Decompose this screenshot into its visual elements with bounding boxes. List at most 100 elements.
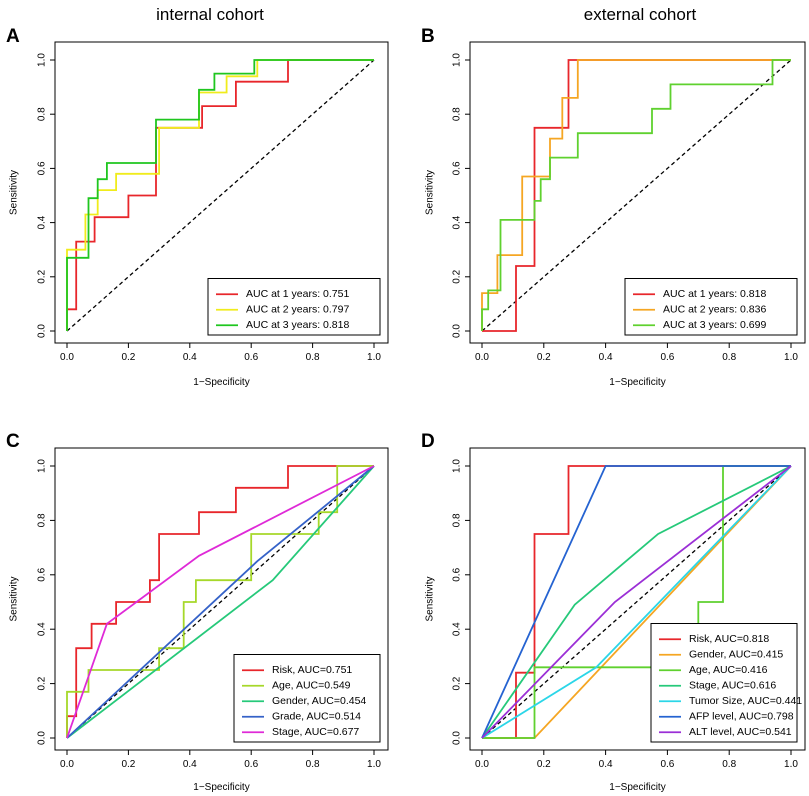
y-tick-label: 0.4 <box>452 622 463 636</box>
y-tick-label: 0.6 <box>37 161 48 175</box>
panel-label-b: B <box>421 26 435 47</box>
roc-curve-p2-1 <box>66 465 374 738</box>
y-tick-label: 0.6 <box>37 567 48 581</box>
y-tick-label: 0.4 <box>37 622 48 636</box>
x-tick-label: 0.0 <box>475 352 489 363</box>
legend-label: Grade, AUC=0.514 <box>272 711 361 723</box>
x-tick-label: 0.4 <box>183 352 197 363</box>
reference-diagonal <box>481 59 792 332</box>
legend-label: Age, AUC=0.416 <box>689 664 768 676</box>
plot-frame-p0 <box>54 41 389 344</box>
x-tick-label: 0.4 <box>599 352 613 363</box>
y-tick-label: 1.0 <box>37 53 48 67</box>
roc-curve-p0-0 <box>66 59 374 331</box>
legend-label: AUC at 1 years: 0.818 <box>663 288 766 300</box>
x-tick-label: 0.4 <box>183 759 197 770</box>
y-tick-label: 0.8 <box>37 107 48 121</box>
legend-label: AUC at 1 years: 0.751 <box>246 288 349 300</box>
y-tick-label: 0.8 <box>452 107 463 121</box>
roc-curve-p1-0 <box>482 59 791 332</box>
x-tick-label: 0.4 <box>599 759 613 770</box>
x-axis-title: 1−Specificity <box>193 377 249 388</box>
roc-curve-p3-4 <box>481 465 792 739</box>
y-tick-label: 0.0 <box>37 731 48 745</box>
roc-curve-p2-4 <box>66 465 375 739</box>
y-axis-title: Sensitivity <box>9 170 20 215</box>
panel-label-c: C <box>6 431 20 452</box>
x-tick-label: 1.0 <box>784 352 798 363</box>
x-axis-title: 1−Specificity <box>193 782 249 793</box>
legend-label: AFP level, AUC=0.798 <box>689 711 794 723</box>
y-tick-label: 0.0 <box>452 324 463 338</box>
x-axis-title: 1−Specificity <box>609 782 665 793</box>
x-tick-label: 0.0 <box>60 759 74 770</box>
roc-panel-b: 0.0 0.2 0.4 0.6 0.8 1.0 0.0 0.2 0.4 0.6 0.8 1.0 1−Sp… <box>425 41 806 388</box>
x-tick-label: 1.0 <box>784 759 798 770</box>
panel-label-a: A <box>6 26 20 47</box>
plot-frame-p2 <box>54 447 389 751</box>
y-axis-title: Sensitivity <box>9 576 20 621</box>
legend-box-p2 <box>233 654 381 743</box>
panel-label-d: D <box>421 431 435 452</box>
roc-curve-p0-1 <box>66 59 374 331</box>
y-tick-label: 0.0 <box>452 731 463 745</box>
legend-label: AUC at 2 years: 0.836 <box>663 304 766 316</box>
y-tick-label: 1.0 <box>452 459 463 473</box>
y-tick-label: 0.4 <box>37 215 48 229</box>
x-tick-label: 0.8 <box>306 759 320 770</box>
x-tick-label: 0.0 <box>475 759 489 770</box>
roc-panel-d: 0.0 0.2 0.4 0.6 0.8 1.0 0.0 0.2 0.4 0.6 0.8 1.0 1−Sp… <box>425 447 806 793</box>
reference-diagonal <box>66 59 375 332</box>
x-tick-label: 0.8 <box>722 352 736 363</box>
x-tick-label: 1.0 <box>367 759 381 770</box>
legend-label: Tumor Size, AUC=0.441 <box>689 695 802 707</box>
roc-curve-p3-5 <box>481 465 791 739</box>
x-tick-label: 0.2 <box>537 759 551 770</box>
legend-box-p1 <box>624 278 798 336</box>
legend-box-p3 <box>650 623 798 743</box>
y-tick-label: 1.0 <box>452 53 463 67</box>
y-axis-title: Sensitivity <box>425 576 436 621</box>
plot-frame-p3 <box>469 447 806 751</box>
roc-panel-c: 0.0 0.2 0.4 0.6 0.8 1.0 0.0 0.2 0.4 0.6 0.8 1.0 1−Sp… <box>9 447 389 793</box>
x-tick-label: 0.6 <box>244 352 258 363</box>
reference-diagonal <box>481 465 792 739</box>
roc-curve-p2-2 <box>66 465 375 739</box>
x-tick-label: 0.2 <box>537 352 551 363</box>
x-tick-label: 0.8 <box>722 759 736 770</box>
x-axis-title: 1−Specificity <box>609 377 665 388</box>
y-tick-label: 0.6 <box>452 161 463 175</box>
y-tick-label: 0.8 <box>37 513 48 527</box>
y-axis-title: Sensitivity <box>425 170 436 215</box>
legend-label: Gender, AUC=0.454 <box>272 695 366 707</box>
y-tick-label: 0.2 <box>452 269 463 283</box>
y-tick-label: 0.2 <box>452 676 463 690</box>
y-tick-label: 1.0 <box>37 459 48 473</box>
column-title-external: external cohort <box>584 5 697 24</box>
column-title-internal: internal cohort <box>156 5 264 24</box>
roc-curve-p3-3 <box>481 465 792 739</box>
x-tick-label: 0.2 <box>121 352 135 363</box>
legend-label: AUC at 3 years: 0.699 <box>663 319 766 331</box>
legend-label: Gender, AUC=0.415 <box>689 649 783 661</box>
roc-curve-p3-6 <box>481 465 792 739</box>
legend-label: Age, AUC=0.549 <box>272 680 351 692</box>
x-tick-label: 0.6 <box>660 759 674 770</box>
legend-label: ALT level, AUC=0.541 <box>689 726 792 738</box>
y-tick-label: 0.4 <box>452 215 463 229</box>
roc-curve-p2-0 <box>66 465 374 738</box>
x-tick-label: 0.2 <box>121 759 135 770</box>
x-tick-label: 0.0 <box>60 352 74 363</box>
legend-label: AUC at 2 years: 0.797 <box>246 304 349 316</box>
x-tick-label: 1.0 <box>367 352 381 363</box>
roc-curve-p0-2 <box>66 59 374 331</box>
y-tick-label: 0.2 <box>37 676 48 690</box>
legend-label: Stage, AUC=0.677 <box>272 726 359 738</box>
x-tick-label: 0.6 <box>244 759 258 770</box>
y-tick-label: 0.8 <box>452 513 463 527</box>
roc-panel-a: 0.0 0.2 0.4 0.6 0.8 1.0 0.0 0.2 0.4 0.6 0.8 1.0 1−Sp… <box>9 41 389 388</box>
y-tick-label: 0.2 <box>37 269 48 283</box>
x-tick-label: 0.6 <box>660 352 674 363</box>
x-tick-label: 0.8 <box>306 352 320 363</box>
